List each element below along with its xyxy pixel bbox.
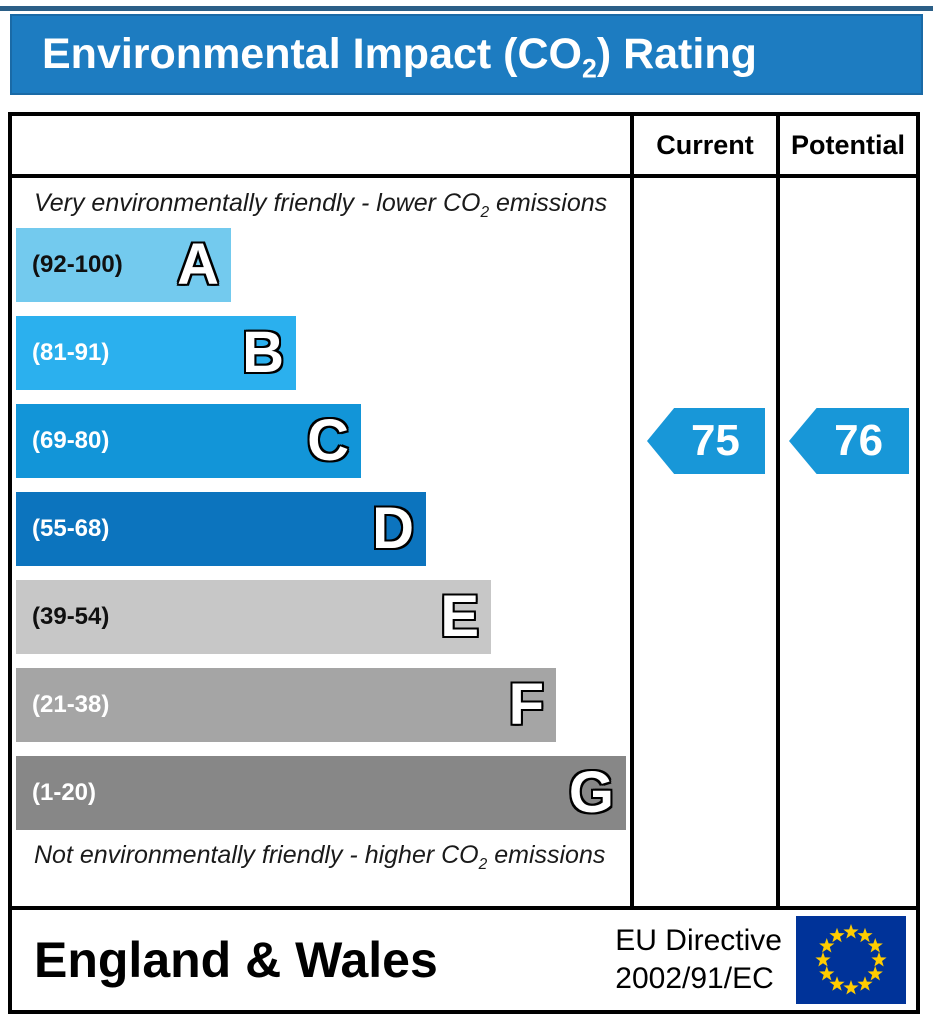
caption-bottom: Not environmentally friendly - higher CO… — [34, 841, 606, 873]
current-rating-value: 75 — [690, 416, 740, 465]
band-letter: A — [177, 232, 219, 297]
eu-directive-label: EU Directive 2002/91/EC — [615, 924, 782, 995]
region-label: England & Wales — [34, 932, 438, 988]
band-range-label: (55-68) — [32, 515, 110, 542]
band-range-label: (39-54) — [32, 603, 110, 630]
rating-band: (92-100) A — [16, 228, 231, 302]
band-letter: F — [508, 672, 544, 737]
rating-band: (55-68) D — [16, 492, 426, 566]
band-letter: E — [440, 584, 479, 649]
potential-rating-column: 76 — [776, 178, 916, 906]
chart-title-bar: Environmental Impact (CO2) Rating — [10, 14, 923, 95]
potential-rating-arrow: 76 — [789, 408, 909, 474]
top-divider — [0, 6, 933, 11]
column-header-current: Current — [630, 116, 776, 178]
footer-bar: England & Wales EU Directive 2002/91/EC — [8, 906, 920, 1014]
band-range-label: (1-20) — [32, 779, 97, 806]
band-range-label: (81-91) — [32, 339, 110, 366]
band-letter: G — [568, 760, 614, 825]
band-letter: C — [307, 408, 349, 473]
band-letter: D — [372, 496, 414, 561]
current-rating-arrow: 75 — [647, 408, 765, 474]
header-empty-cell — [12, 116, 630, 178]
rating-band: (1-20) G — [16, 756, 626, 830]
band-range-label: (69-80) — [32, 427, 110, 454]
rating-table: Current Potential Very environmentally f… — [8, 112, 920, 910]
page-title: Environmental Impact (CO2) Rating — [42, 30, 757, 84]
rating-band: (21-38) F — [16, 668, 556, 742]
band-list: (92-100) A (81-91) B (69-80) C (55-68) D… — [14, 228, 630, 830]
eu-flag-icon — [796, 916, 906, 1004]
rating-band: (39-54) E — [16, 580, 491, 654]
column-header-potential: Potential — [776, 116, 916, 178]
potential-rating-value: 76 — [834, 416, 884, 465]
caption-top: Very environmentally friendly - lower CO… — [34, 189, 608, 221]
band-letter: B — [242, 320, 284, 385]
rating-band: (81-91) B — [16, 316, 296, 390]
rating-band: (69-80) C — [16, 404, 361, 478]
band-chart-area: Very environmentally friendly - lower CO… — [12, 178, 630, 906]
band-range-label: (21-38) — [32, 691, 110, 718]
band-range-label: (92-100) — [32, 251, 123, 278]
current-rating-column: 75 — [630, 178, 776, 906]
